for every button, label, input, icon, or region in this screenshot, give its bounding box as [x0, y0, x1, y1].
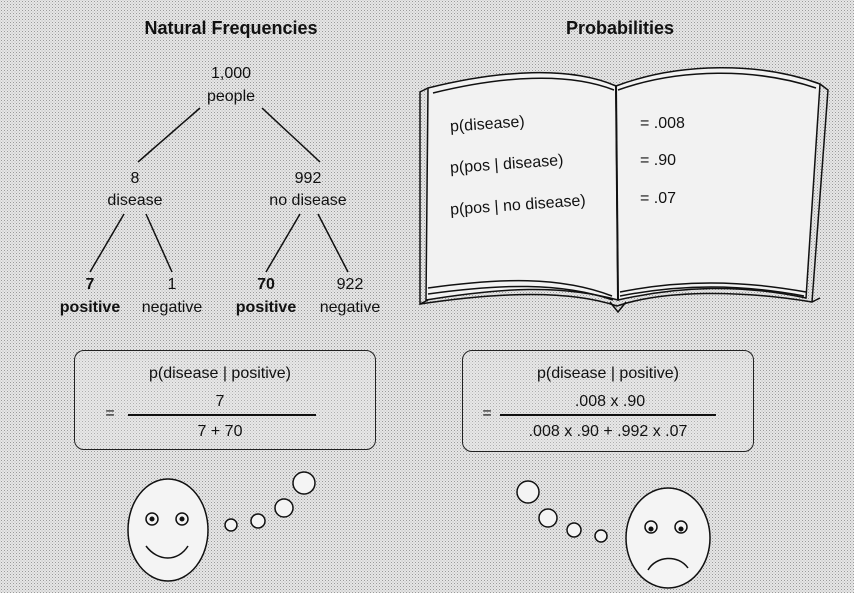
tree-disease-count: 8: [130, 170, 140, 187]
left-formula-numerator: 7: [215, 393, 225, 410]
sad-face-icon: [625, 487, 711, 589]
left-formula-equals: =: [105, 405, 115, 422]
left-formula-title: p(disease | positive): [149, 365, 291, 382]
probability-formula-box: [462, 350, 754, 452]
right-formula-equals: =: [482, 405, 492, 422]
book-row-pos-disease-value: = .90: [640, 152, 677, 169]
thought-bubbles-right: [516, 480, 608, 543]
natural-frequencies-heading: Natural Frequencies: [144, 18, 318, 38]
tree-root-label: people: [206, 88, 256, 105]
right-formula-numerator: .008 x .90: [574, 393, 646, 410]
leaf-no-disease-negative-label: negative: [319, 299, 381, 316]
thought-bubbles-left: [224, 471, 316, 532]
leaf-disease-positive-label: positive: [59, 299, 121, 316]
book-row-pos-no-disease-value: = .07: [640, 190, 677, 207]
happy-face-icon: [127, 478, 209, 582]
tree-no-disease-label: no disease: [269, 192, 347, 209]
leaf-no-disease-negative-count: 922: [336, 276, 364, 293]
probabilities-heading: Probabilities: [565, 18, 675, 38]
left-formula-denominator: 7 + 70: [197, 423, 243, 440]
leaf-no-disease-positive-label: positive: [235, 299, 297, 316]
tree-no-disease-count: 992: [294, 170, 322, 187]
leaf-disease-negative-label: negative: [141, 299, 203, 316]
right-formula-title: p(disease | positive): [537, 365, 679, 382]
leaf-no-disease-positive-count: 70: [257, 276, 275, 293]
book-row-disease-value: = .008: [640, 115, 685, 132]
leaf-disease-positive-count: 7: [85, 276, 95, 293]
tree-disease-label: disease: [107, 192, 163, 209]
right-fraction-bar: [500, 414, 716, 416]
leaf-disease-negative-count: 1: [167, 276, 177, 293]
natural-frequency-formula-box: [74, 350, 376, 450]
tree-root-count: 1,000: [210, 65, 252, 82]
book-icon: [419, 67, 829, 314]
right-formula-denominator: .008 x .90 + .992 x .07: [528, 423, 688, 440]
left-fraction-bar: [128, 414, 316, 416]
frequency-tree-edges: [89, 107, 349, 273]
